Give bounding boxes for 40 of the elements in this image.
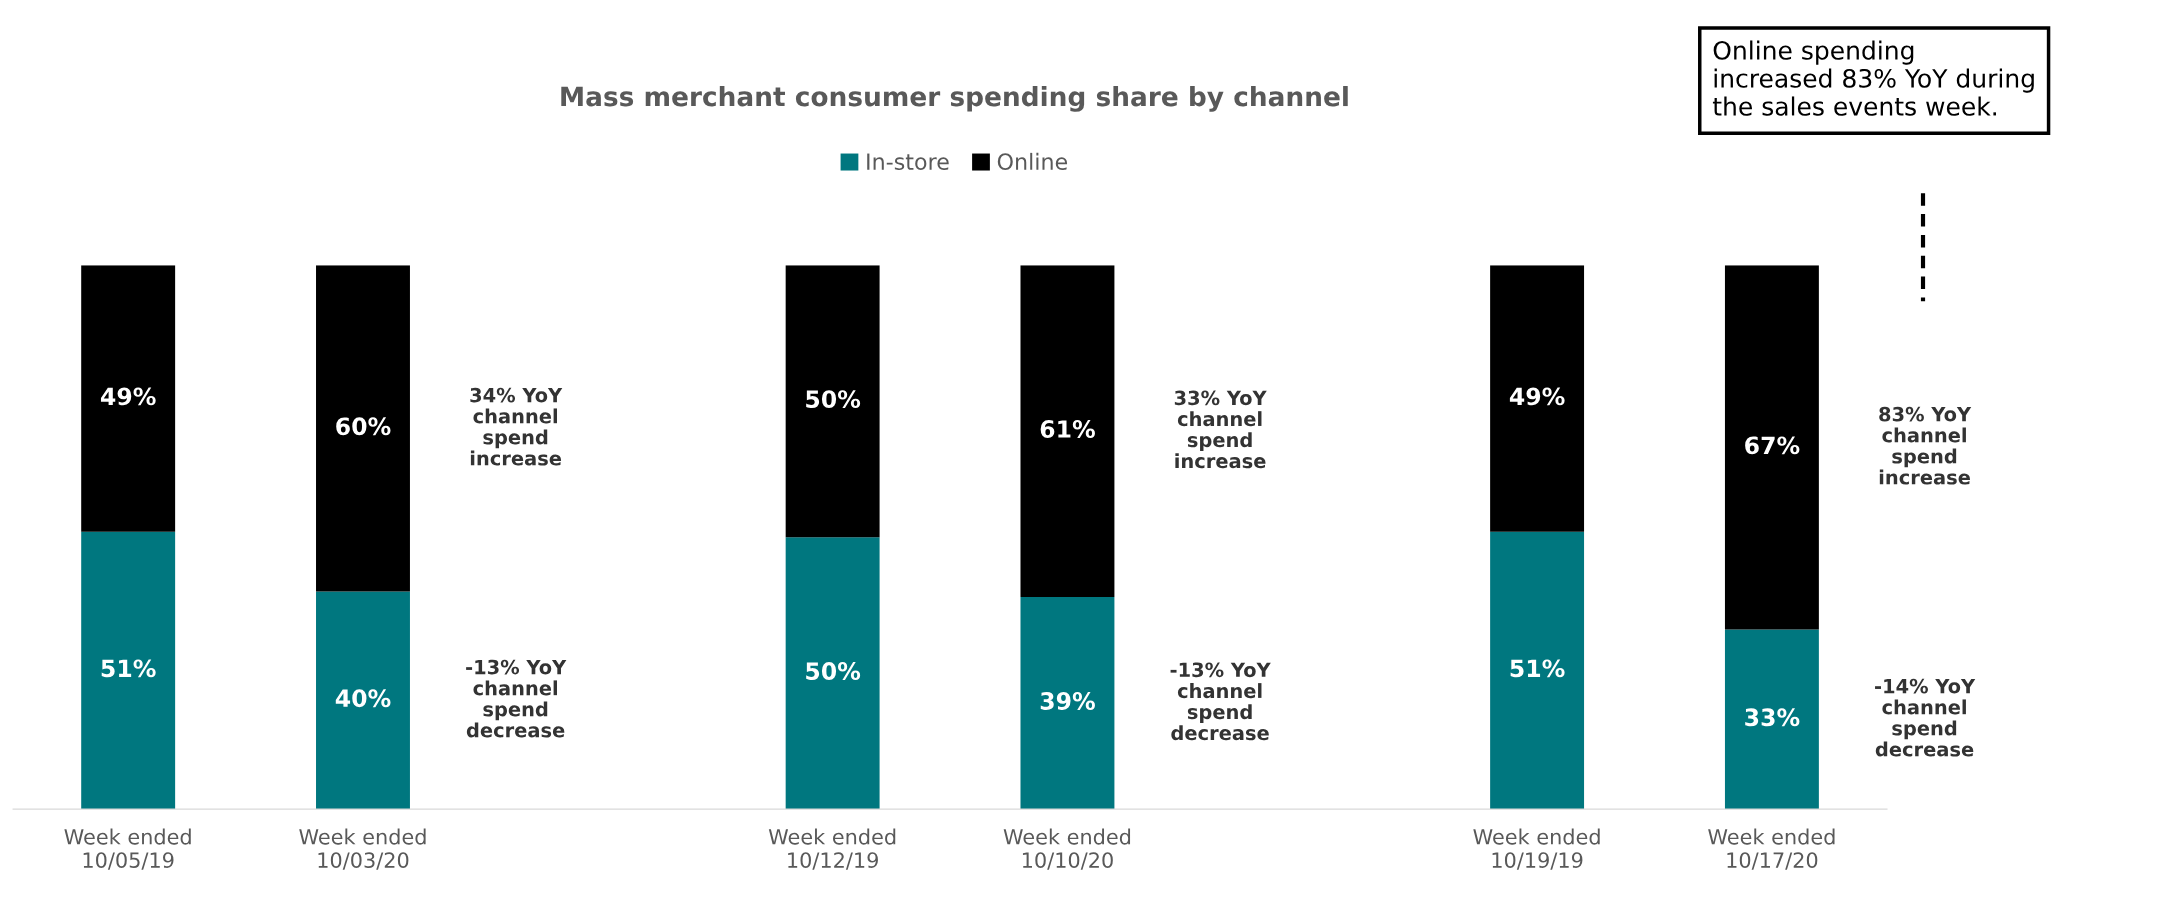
data-label: 61% bbox=[1040, 420, 1095, 438]
text: Online spending increased 83% YoY during the sales events week. bbox=[1712, 40, 2034, 116]
bar bbox=[1020, 596, 1115, 810]
annotation: 33% YoY channel spend increase bbox=[1174, 390, 1267, 469]
bar bbox=[785, 265, 880, 538]
data-label: 49% bbox=[1509, 387, 1565, 406]
data-label: 33% bbox=[1745, 708, 1800, 727]
bar bbox=[785, 537, 880, 810]
x-tick-label: Week ended 10/10/20 bbox=[1003, 828, 1131, 870]
bar bbox=[1490, 265, 1585, 532]
bar bbox=[1724, 629, 1819, 810]
data-label: 50% bbox=[806, 390, 861, 409]
legend-label: Online bbox=[997, 152, 1068, 171]
chart-title: Mass merchant consumer spending share by channel bbox=[561, 86, 1348, 112]
data-label: 40% bbox=[335, 689, 391, 708]
x-tick-label: Week ended 10/12/19 bbox=[768, 828, 896, 870]
bar bbox=[81, 531, 176, 810]
x-tick-label: Week ended 10/19/19 bbox=[1473, 828, 1600, 870]
data-label: 51% bbox=[1510, 659, 1565, 678]
x-tick-label: Week ended 10/05/19 bbox=[64, 828, 191, 870]
bar bbox=[1020, 265, 1115, 597]
legend-label: In-store bbox=[867, 153, 949, 171]
x-tick-label: Week ended 10/17/20 bbox=[1708, 828, 1835, 870]
bar bbox=[81, 265, 176, 532]
annotation: -13% YoY channel spend decrease bbox=[1170, 662, 1271, 741]
data-label: 39% bbox=[1040, 692, 1095, 710]
annotation: 34% YoY channel spend increase bbox=[470, 387, 563, 466]
data-label: 51% bbox=[101, 659, 156, 678]
bar bbox=[1490, 531, 1585, 810]
annotation: -14% YoY channel spend decrease bbox=[1875, 678, 1976, 757]
bar bbox=[1724, 265, 1819, 630]
data-label: 60% bbox=[336, 417, 391, 436]
data-label: 67% bbox=[1745, 436, 1800, 455]
annotation: -13% YoY channel spend decrease bbox=[466, 659, 567, 738]
data-label: 49% bbox=[100, 387, 156, 406]
data-label: 50% bbox=[806, 662, 861, 680]
x-tick-label: Week ended 10/03/20 bbox=[299, 828, 426, 870]
bar bbox=[316, 265, 410, 592]
bar bbox=[316, 591, 410, 810]
annotation: 83% YoY channel spend increase bbox=[1879, 406, 1972, 485]
